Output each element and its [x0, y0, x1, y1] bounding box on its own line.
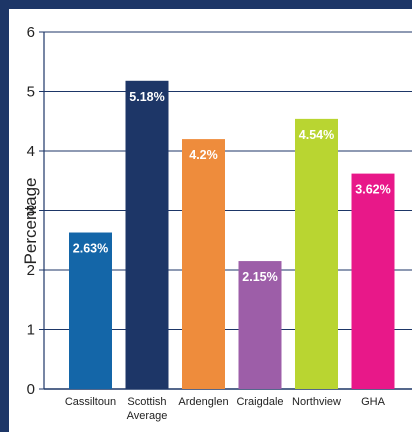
bar [126, 81, 169, 389]
y-tick-label: 1 [27, 322, 35, 339]
y-tick-label: 6 [27, 24, 35, 41]
x-tick-label: GHA [361, 396, 386, 408]
bar [69, 233, 112, 389]
x-tick-label: Cassiltoun [65, 396, 116, 408]
bar [182, 139, 225, 389]
x-tick-label: Scottish [127, 396, 166, 408]
data-label: 4.54% [299, 128, 334, 142]
bar-chart: 01234562.63%Cassiltoun5.18%ScottishAvera… [9, 9, 412, 432]
y-tick-label: 0 [27, 381, 35, 398]
x-tick-label: Ardenglen [178, 396, 228, 408]
bar [352, 174, 395, 389]
bar [295, 119, 338, 389]
x-tick-label: Northview [292, 396, 341, 408]
y-tick-label: 5 [27, 84, 35, 101]
y-tick-label: 4 [27, 143, 35, 160]
data-label: 4.2% [189, 148, 218, 162]
chart-frame: 0 1 2 3 4 5 6 2.63% Cassiltoun 5.18% Scottish Avera… [9, 9, 412, 432]
x-tick-label: Average [127, 410, 168, 422]
data-label: 2.63% [73, 242, 108, 256]
data-label: 2.15% [242, 270, 277, 284]
data-label: 3.62% [355, 183, 390, 197]
y-axis-label: Percentage [21, 178, 40, 265]
data-label: 5.18% [129, 90, 164, 104]
x-tick-label: Craigdale [236, 396, 283, 408]
